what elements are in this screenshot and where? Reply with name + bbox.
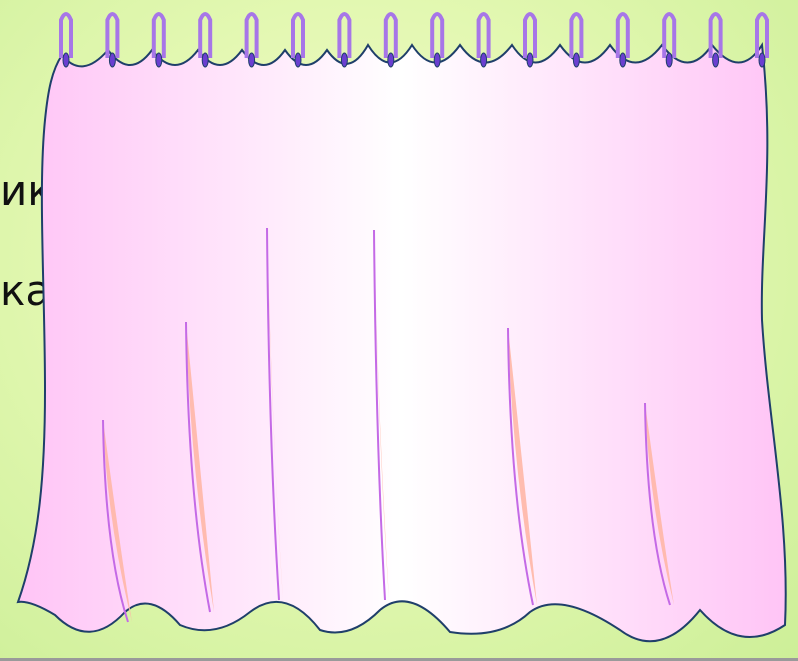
- curtain-ring: [244, 12, 259, 68]
- curtain-ring: [662, 12, 677, 68]
- curtain-fold: [507, 327, 537, 606]
- curtain-ring: [569, 12, 584, 68]
- curtain-ring: [755, 12, 769, 68]
- curtain-fold: [102, 419, 132, 623]
- curtain-ring: [291, 12, 305, 68]
- curtain-fold: [185, 321, 214, 613]
- curtain-ring: [708, 12, 723, 68]
- curtain-ring: [523, 12, 537, 68]
- curtain-ring: [105, 12, 120, 68]
- curtain-ring: [59, 12, 73, 68]
- curtain-ring: [198, 12, 213, 68]
- curtain-ring: [430, 12, 445, 68]
- curtain-ring: [615, 12, 630, 68]
- curtain-fold: [373, 229, 389, 601]
- slide-bottom-border: [0, 658, 798, 661]
- curtain-ring: [383, 12, 398, 68]
- curtain-fabric: [16, 42, 787, 643]
- curtain-fold: [266, 227, 283, 601]
- curtain-ring: [476, 12, 491, 68]
- curtain-fold: [644, 402, 674, 606]
- curtain-ring: [151, 12, 166, 68]
- curtain-ring: [337, 12, 352, 68]
